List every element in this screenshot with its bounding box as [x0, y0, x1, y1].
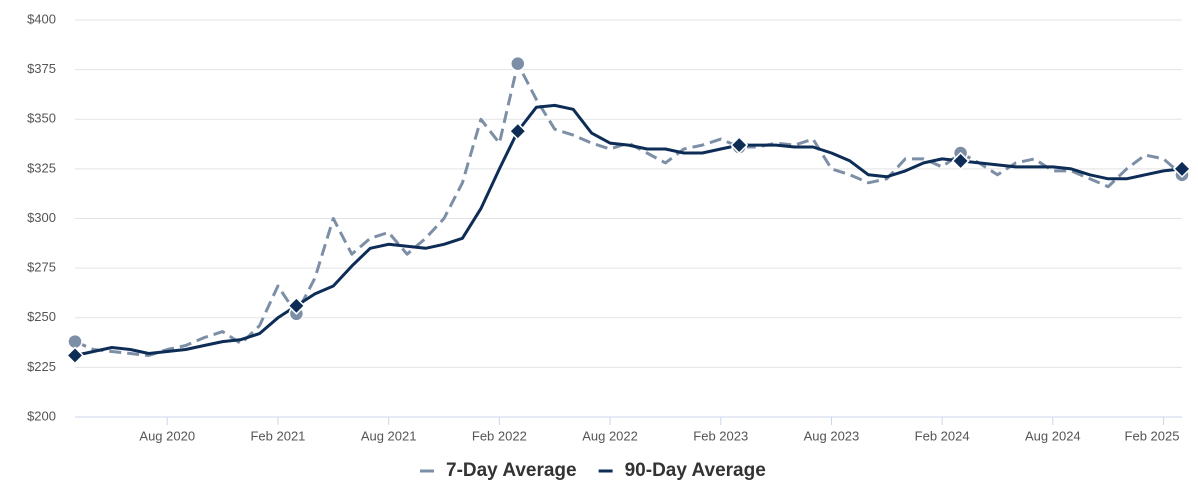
x-tick-label: Feb 2022	[472, 428, 527, 443]
point-marker	[1172, 159, 1192, 178]
y-tick-label: $400	[27, 11, 56, 26]
legend: 7-Day Average 90-Day Average	[420, 460, 766, 481]
y-tick-label: $375	[27, 61, 56, 76]
x-tick-label: Aug 2021	[361, 428, 417, 443]
x-tick-label: Aug 2020	[139, 428, 195, 443]
legend-label: 7-Day Average	[446, 460, 577, 481]
y-tick-label: $300	[27, 210, 56, 225]
x-tick-label: Feb 2021	[250, 428, 305, 443]
y-tick-label: $200	[27, 408, 56, 423]
point-marker	[730, 135, 749, 155]
point-marker	[287, 296, 306, 315]
y-tick-label: $225	[27, 359, 56, 374]
point-marker	[65, 346, 85, 365]
x-tick-label: Feb 2025	[1125, 428, 1180, 443]
y-tick-label: $275	[27, 260, 56, 275]
point-marker	[510, 55, 526, 72]
x-tick-label: Aug 2022	[582, 428, 638, 443]
series-line	[74, 62, 1183, 357]
y-tick-label: $350	[27, 111, 56, 126]
series-line	[74, 103, 1183, 357]
y-tick-label: $250	[27, 309, 56, 324]
x-tick-label: Aug 2023	[804, 428, 860, 443]
point-marker	[951, 151, 970, 170]
y-tick-label: $325	[27, 160, 56, 175]
point-marker	[508, 122, 527, 141]
x-tick-label: Feb 2023	[693, 428, 748, 443]
x-tick-label: Aug 2024	[1025, 428, 1081, 443]
x-tick-label: Feb 2024	[915, 428, 970, 443]
legend-label: 90-Day Average	[625, 460, 766, 481]
